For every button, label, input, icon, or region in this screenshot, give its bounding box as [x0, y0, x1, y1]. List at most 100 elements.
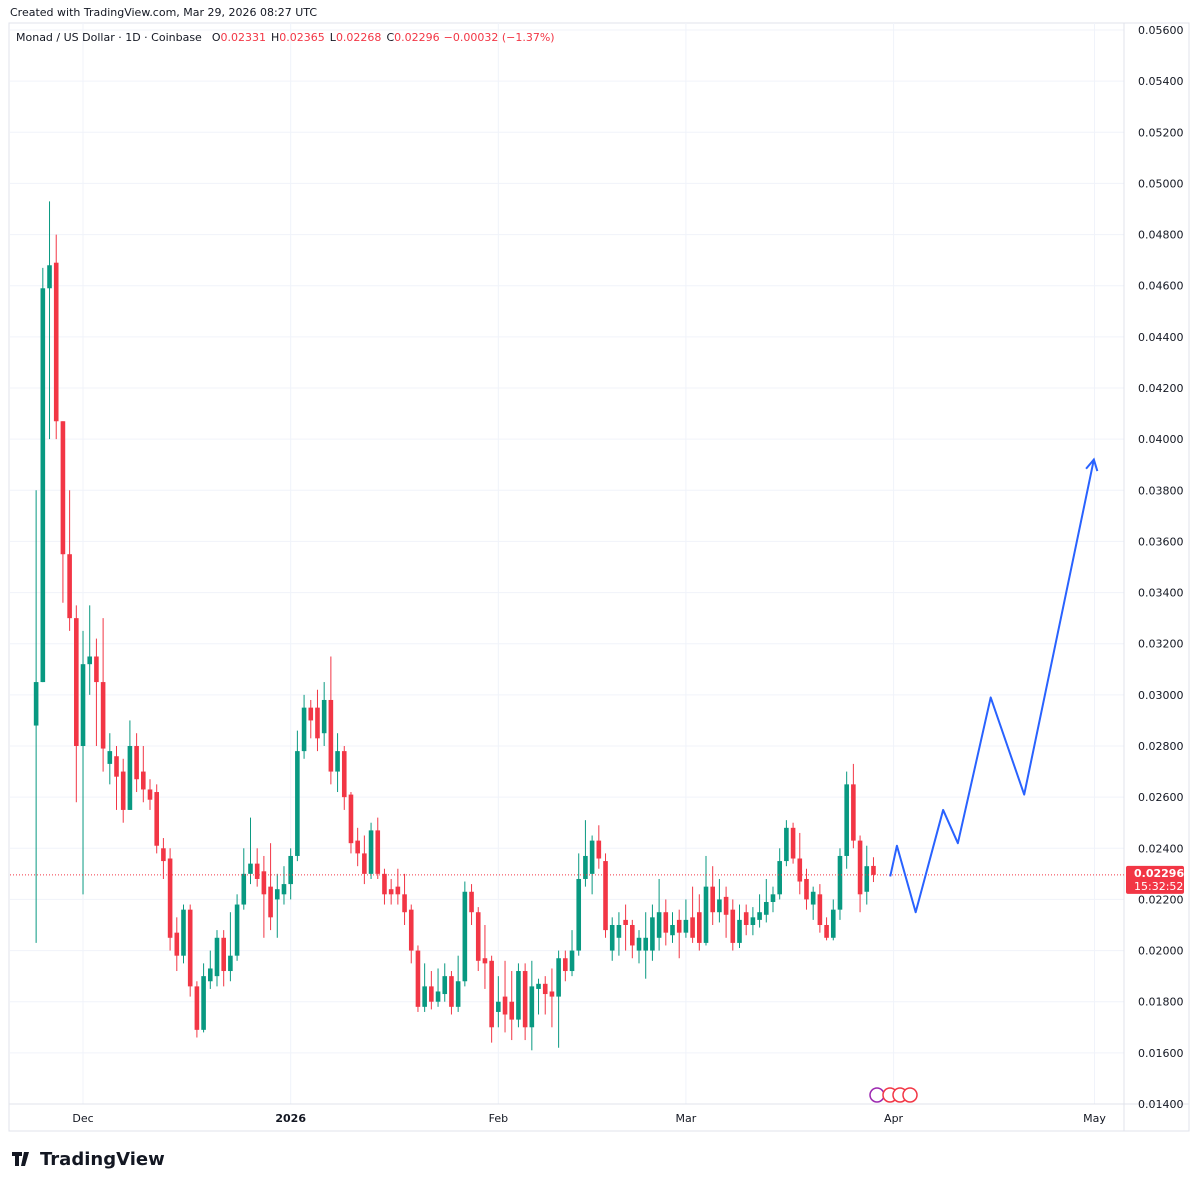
candle-body [402, 894, 407, 913]
y-tick-label: 0.03600 [1138, 535, 1184, 548]
candle-body [442, 976, 448, 995]
legend-row: Monad / US Dollar · 1D · Coinbase O0.0233… [16, 31, 555, 44]
candle-body [40, 288, 46, 683]
candle-body [650, 917, 655, 951]
candle-body [536, 983, 541, 989]
candle-body [53, 262, 59, 422]
last-price-label: 0.02296 [1134, 867, 1184, 880]
y-tick-label: 0.03200 [1138, 638, 1184, 651]
candle-body [817, 894, 823, 925]
y-tick-label: 0.03400 [1138, 587, 1184, 600]
candle-body [214, 937, 220, 977]
candle-body [415, 950, 421, 1007]
candle-body [254, 863, 260, 879]
legend-item: −0.00032 (−1.37%) [444, 31, 555, 44]
candle-body [194, 986, 200, 1030]
candle-body [87, 656, 93, 665]
candle-body [656, 912, 662, 938]
candle-body [810, 891, 816, 905]
candle-body [368, 830, 374, 874]
candle-body [482, 958, 488, 964]
candle-body [362, 853, 367, 874]
candle-body [830, 909, 836, 938]
candle-body [797, 858, 803, 882]
candle-body [241, 873, 247, 905]
candle-body [207, 968, 213, 982]
legend-item: Monad / US Dollar · 1D · Coinbase [16, 31, 202, 44]
legend-item: H [271, 31, 279, 44]
y-tick-label: 0.02000 [1138, 945, 1184, 958]
x-tick-label: Dec [72, 1112, 93, 1125]
candle-body [616, 925, 622, 938]
candle-body [455, 981, 461, 1007]
candle-body [542, 983, 548, 995]
candle-body [529, 986, 535, 1028]
candle-body [274, 889, 280, 900]
candle-body [114, 756, 119, 777]
candle-body [100, 682, 106, 749]
legend-item: 0.02268 [336, 31, 382, 44]
candle-body [563, 958, 568, 972]
y-tick-label: 0.05400 [1138, 75, 1184, 88]
candle-body [268, 886, 273, 918]
candle-body [703, 886, 709, 943]
candle-body [844, 784, 849, 856]
y-tick-label: 0.04600 [1138, 280, 1184, 293]
candle-body [167, 858, 173, 938]
legend-item: 0.02296 [394, 31, 440, 44]
countdown-label: 15:32:52 [1134, 880, 1183, 893]
candle-body [201, 976, 206, 1030]
candle-body [120, 771, 126, 810]
candle-body [234, 904, 240, 956]
candle-body [174, 932, 180, 956]
candle-body [790, 827, 796, 859]
legend: Monad / US Dollar · 1D · Coinbase O0.0233… [16, 31, 555, 44]
candle-body [348, 794, 354, 844]
candle-body [80, 664, 86, 746]
candle-body [496, 1001, 501, 1012]
candle-body [824, 925, 829, 938]
candle-body [683, 919, 689, 933]
candle-body [763, 901, 769, 915]
legend-item: L [330, 31, 337, 44]
candle-body [181, 909, 186, 956]
candle-body [676, 919, 682, 933]
candle-body [60, 421, 66, 555]
x-tick-label: Mar [676, 1112, 697, 1125]
candle-body [469, 891, 474, 913]
candle-body [489, 960, 494, 1028]
candle-body [127, 746, 133, 810]
created-note: Created with TradingView.com, Mar 29, 20… [10, 6, 317, 19]
candle-body [710, 886, 715, 913]
logo: TradingView [12, 1149, 165, 1170]
candle-body [301, 707, 307, 752]
candle-body [321, 699, 327, 734]
candle-body [161, 848, 166, 862]
candle-body [549, 991, 555, 997]
legend-item: 0.02365 [279, 31, 325, 44]
y-tick-label: 0.01800 [1138, 996, 1184, 1009]
grid [10, 23, 1124, 1105]
candle-body [864, 866, 870, 892]
legend-item: 0.02331 [221, 31, 267, 44]
candle-body [462, 891, 468, 982]
candle-body [851, 784, 856, 841]
y-tick-label: 0.04200 [1138, 382, 1184, 395]
candle-body [382, 873, 387, 895]
candle-body [295, 751, 300, 856]
candle-body [435, 991, 441, 1002]
y-tick-label: 0.02400 [1138, 842, 1184, 855]
candle-body [596, 840, 602, 859]
y-tick-label: 0.03000 [1138, 689, 1184, 702]
candle-body [663, 912, 669, 933]
candle-body [784, 827, 789, 862]
candle-body [643, 937, 649, 951]
candle-body [522, 971, 528, 1028]
candle-body [141, 771, 146, 790]
candle-body [422, 986, 427, 1007]
candle-body [281, 884, 287, 895]
candle-body [449, 976, 454, 1007]
candle-body [697, 912, 702, 943]
